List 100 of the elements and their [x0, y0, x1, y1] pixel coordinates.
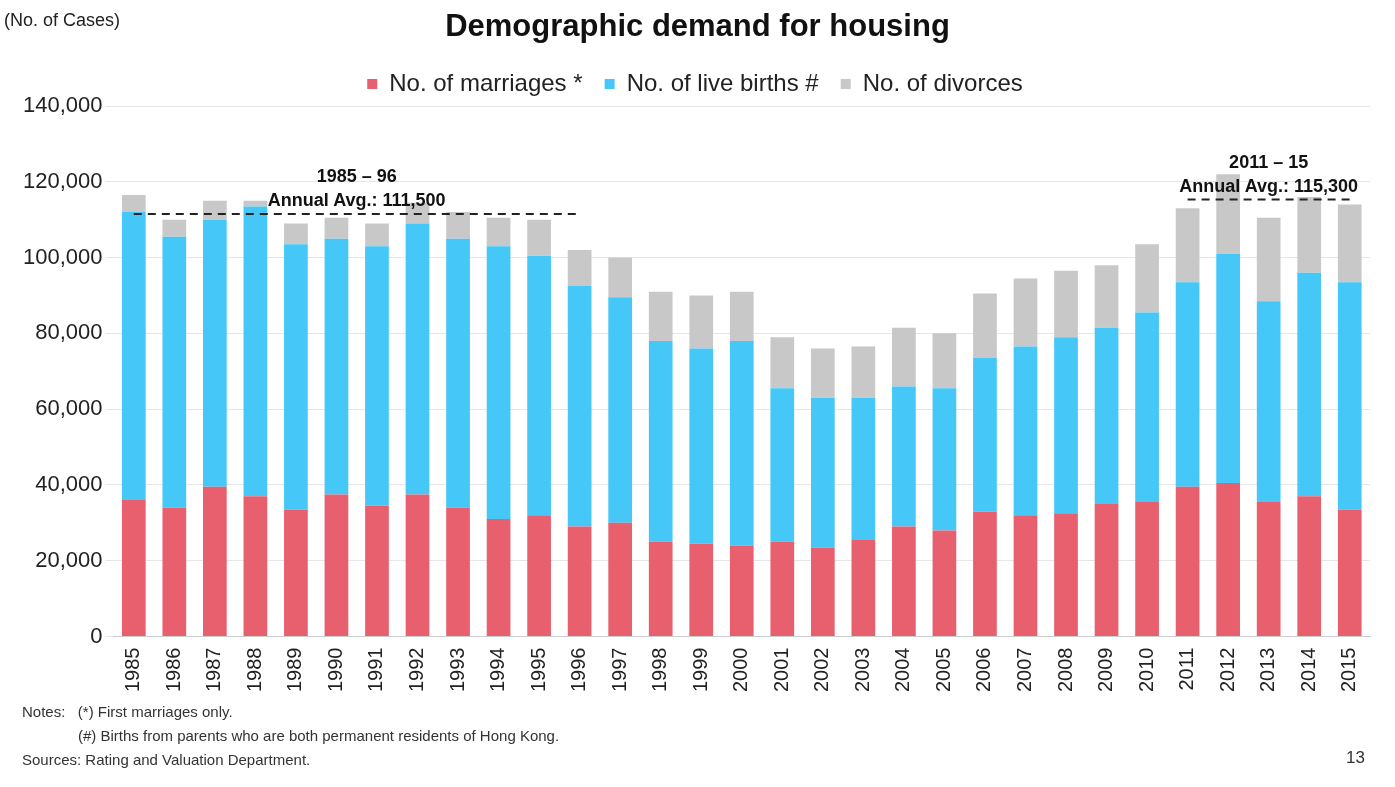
- y-tick-label: 140,000: [22, 92, 103, 118]
- x-tick-label: 2001: [769, 647, 792, 693]
- text: (#) Births from parents who are both permanent residents of Hong Kong.: [77, 726, 560, 746]
- x-tick-label: 1996: [567, 647, 590, 693]
- bar: [1054, 337, 1078, 514]
- bar: [1013, 278, 1038, 347]
- x-tick-label: 1993: [445, 647, 468, 693]
- source-note: Sources: Rating and Valuation Department.: [22, 750, 312, 770]
- bar: [1013, 346, 1038, 516]
- bar: [1337, 282, 1362, 510]
- bar: [973, 511, 997, 637]
- y-tick-label: 120,000: [22, 167, 103, 193]
- y-tick-label: 80,000: [35, 319, 103, 345]
- bar: [162, 507, 187, 637]
- x-tick-label: 2009: [1094, 647, 1117, 693]
- x-tick-label: 1992: [405, 647, 428, 693]
- bar: [1135, 312, 1159, 502]
- x-tick-label: 2010: [1134, 647, 1157, 693]
- bar: [446, 212, 470, 239]
- bar: [770, 541, 795, 637]
- bar: [810, 547, 835, 637]
- bar: [1256, 301, 1281, 502]
- bar: [121, 500, 146, 637]
- bar: [648, 340, 673, 542]
- annotation: 1985 – 96 Annual Avg.: 111,500: [267, 165, 446, 210]
- bar: [851, 346, 876, 398]
- bar: [1256, 501, 1281, 637]
- y-tick-label: 40,000: [35, 471, 103, 496]
- y-tick-label: 60,000: [35, 395, 103, 421]
- bar: [648, 541, 673, 637]
- bar: [608, 522, 633, 637]
- bar: [892, 526, 916, 637]
- bar: [1094, 265, 1119, 328]
- bar: [446, 238, 470, 508]
- bar: [324, 217, 349, 239]
- bar: [1054, 270, 1078, 338]
- bar: [1297, 496, 1322, 637]
- x-tick-label: 2012: [1215, 647, 1238, 693]
- x-tick-label: 1987: [202, 647, 225, 693]
- bar: [851, 397, 876, 540]
- bar: [770, 388, 795, 542]
- bar: [121, 212, 146, 501]
- bar: [770, 337, 795, 389]
- bar: [851, 539, 876, 637]
- x-tick-label: 1997: [607, 647, 630, 693]
- bar: [729, 291, 754, 341]
- bar: [1135, 501, 1159, 637]
- bar: [284, 244, 308, 510]
- bar: [162, 219, 187, 237]
- bar: [486, 519, 511, 637]
- x-tick-label: 2008: [1053, 647, 1076, 693]
- bar: [892, 386, 916, 527]
- y-axis-title: (No. of Cases): [4, 10, 121, 31]
- bar: [932, 333, 957, 389]
- bar: [973, 357, 997, 512]
- x-tick-label: 1990: [323, 647, 346, 693]
- x-tick-label: 1988: [242, 647, 265, 693]
- x-tick-label: 1989: [283, 647, 306, 693]
- bar: [932, 388, 957, 531]
- x-tick-label: 2013: [1256, 647, 1279, 693]
- x-tick-label: 2004: [891, 647, 914, 693]
- bar: [446, 507, 470, 637]
- annotation: 2011 – 15 Annual Avg.: 115,300: [1179, 151, 1359, 196]
- x-tick-label: 1991: [364, 647, 387, 693]
- x-tick-label: 2005: [931, 647, 954, 693]
- bar: [324, 238, 349, 495]
- bar: [527, 515, 551, 637]
- bar: [1175, 208, 1200, 283]
- bar: [121, 195, 146, 213]
- x-tick-label: 2002: [810, 647, 833, 693]
- x-tick-label: 2006: [972, 647, 995, 693]
- bar: [689, 543, 714, 637]
- bar: [203, 486, 227, 637]
- bar: [1094, 503, 1119, 637]
- bar: [1256, 217, 1281, 302]
- x-tick-label: 2011: [1175, 647, 1198, 691]
- bar: [405, 494, 430, 637]
- bar: [567, 526, 592, 637]
- bar: [243, 206, 268, 497]
- y-tick-label: 0: [90, 622, 103, 648]
- text: 13: [1346, 748, 1365, 768]
- bar: [1054, 513, 1078, 637]
- x-tick-label: 1994: [486, 647, 509, 693]
- bar: [810, 397, 835, 548]
- bar: [1216, 483, 1240, 637]
- y-tick-label: 100,000: [22, 243, 103, 269]
- bar: [486, 246, 511, 520]
- y-tick-label: 20,000: [35, 546, 103, 572]
- bar: [1094, 327, 1119, 504]
- bar: [973, 293, 997, 358]
- bar: [1337, 509, 1362, 637]
- bar: [527, 255, 551, 516]
- x-tick-label: 1999: [688, 647, 711, 693]
- bar: [729, 340, 754, 546]
- bar: [689, 295, 714, 349]
- x-tick-label: 1998: [648, 647, 671, 693]
- bar: [1337, 204, 1362, 283]
- bar: [932, 530, 957, 637]
- bar: [892, 327, 916, 387]
- bar: [729, 545, 754, 637]
